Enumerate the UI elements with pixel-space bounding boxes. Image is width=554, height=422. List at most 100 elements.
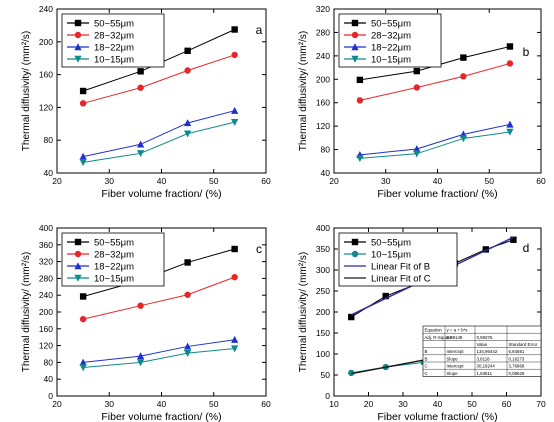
legend-label: Linear Fit of B xyxy=(371,262,430,273)
y-tick-label: 160 xyxy=(39,70,53,80)
data-point xyxy=(184,47,191,55)
chart-panel-a: 20 30 40 50 60 40 80 120 160 200 240 Fiber volume f… xyxy=(21,4,271,200)
legend-label: 10~15μm xyxy=(371,55,411,66)
fit-table-cell: B xyxy=(425,349,428,354)
data-point xyxy=(137,352,145,360)
fit-table-cell: 134,96442 xyxy=(477,349,498,354)
data-point xyxy=(137,302,144,309)
x-tick-label: 30 xyxy=(105,399,115,409)
x-tick-label: 20 xyxy=(52,176,62,186)
y-tick-label: 350 xyxy=(316,244,330,254)
data-point xyxy=(413,67,420,75)
y-tick-label: 200 xyxy=(316,307,330,317)
y-tick-label: 120 xyxy=(316,121,330,131)
x-tick-label: 50 xyxy=(467,399,477,409)
data-point xyxy=(506,43,514,50)
y-tick-label: 50 xyxy=(321,370,331,380)
data-point xyxy=(184,342,192,350)
x-tick-label: 50 xyxy=(209,176,219,186)
data-point xyxy=(482,246,489,253)
y-tick-label: 120 xyxy=(39,102,53,112)
x-tick-label: 60 xyxy=(261,399,271,409)
data-point xyxy=(231,26,238,33)
fit-table-cell: 0,08629 xyxy=(509,371,525,376)
data-point xyxy=(79,152,87,160)
y-tick-label: 200 xyxy=(316,74,330,84)
fit-table-border xyxy=(422,325,542,377)
data-point xyxy=(184,67,191,74)
series-line xyxy=(83,110,235,158)
fit-table-cell: 30,18244 xyxy=(477,364,496,369)
data-point xyxy=(231,106,239,114)
x-axis-label: Fiber volume fraction/ (%) xyxy=(101,188,221,200)
panel-label: b xyxy=(523,45,530,59)
y-tick-label: 0 xyxy=(325,391,330,401)
x-tick-label: 70 xyxy=(536,399,546,409)
y-tick-label: 80 xyxy=(321,145,331,155)
legend-marker xyxy=(74,19,82,27)
y-tick-label: 0 xyxy=(48,391,53,401)
legend-label: 18~22μm xyxy=(94,262,134,273)
legend-label: 28~32μm xyxy=(94,250,134,261)
x-tick-label: 50 xyxy=(485,176,495,186)
panel-label: d xyxy=(523,241,530,255)
x-tick-label: 40 xyxy=(157,176,167,186)
y-tick-label: 160 xyxy=(316,98,330,108)
x-axis-label: Fiber volume fraction/ (%) xyxy=(377,188,497,200)
legend-label: 10~15μm xyxy=(371,250,411,261)
x-tick-label: 20 xyxy=(364,399,374,409)
y-tick-label: 280 xyxy=(316,27,330,37)
y-tick-label: 400 xyxy=(316,223,330,233)
data-point xyxy=(231,335,239,343)
fit-table-cell: 0,16273 xyxy=(509,356,525,361)
legend-marker xyxy=(74,250,82,258)
legend-label: 10~15μm xyxy=(94,274,134,285)
data-point xyxy=(356,76,364,84)
data-point xyxy=(506,128,514,136)
data-point xyxy=(356,97,364,104)
fit-table-cell: Equation xyxy=(425,328,443,333)
data-point xyxy=(413,84,420,91)
x-tick-label: 40 xyxy=(157,399,167,409)
series-line xyxy=(83,121,235,163)
data-point xyxy=(79,293,87,300)
y-tick-label: 200 xyxy=(39,307,53,317)
y-tick-label: 40 xyxy=(44,168,54,178)
y-tick-label: 120 xyxy=(39,341,53,351)
y-tick-label: 40 xyxy=(321,168,331,178)
y-tick-label: 300 xyxy=(316,265,330,275)
y-tick-label: 40 xyxy=(44,374,54,384)
legend-marker xyxy=(74,274,82,282)
legend-marker xyxy=(351,250,359,258)
data-point xyxy=(137,150,145,158)
x-tick-label: 30 xyxy=(381,176,391,186)
fit-table-cell: B xyxy=(425,356,428,361)
legend-marker xyxy=(351,19,359,27)
data-point xyxy=(460,54,467,61)
panel-label: c xyxy=(256,242,262,256)
series-line xyxy=(359,131,511,159)
fit-table-cell: 0,99149 xyxy=(447,335,463,340)
x-tick-label: 60 xyxy=(261,176,271,186)
data-point xyxy=(184,119,192,127)
x-tick-label: 20 xyxy=(329,176,339,186)
legend-label: 18~22μm xyxy=(371,43,411,54)
x-tick-label: 30 xyxy=(398,399,408,409)
y-tick-label: 250 xyxy=(316,286,330,296)
data-point xyxy=(184,291,191,298)
data-point xyxy=(137,359,145,367)
y-axis-label: Thermal diffusivity/ (mm²/s) xyxy=(21,31,32,151)
series-line xyxy=(83,276,235,320)
data-point xyxy=(137,68,144,75)
y-tick-label: 200 xyxy=(39,37,53,47)
series-line xyxy=(83,339,235,363)
data-point xyxy=(348,313,355,321)
data-point xyxy=(79,315,87,323)
legend-label: 28~32μm xyxy=(94,31,134,42)
x-tick-label: 20 xyxy=(52,399,62,409)
x-tick-label: 50 xyxy=(209,399,219,409)
data-point xyxy=(459,135,467,143)
legend-label: 50~55μm xyxy=(371,19,411,30)
legend-label: 50~55μm xyxy=(371,238,411,249)
